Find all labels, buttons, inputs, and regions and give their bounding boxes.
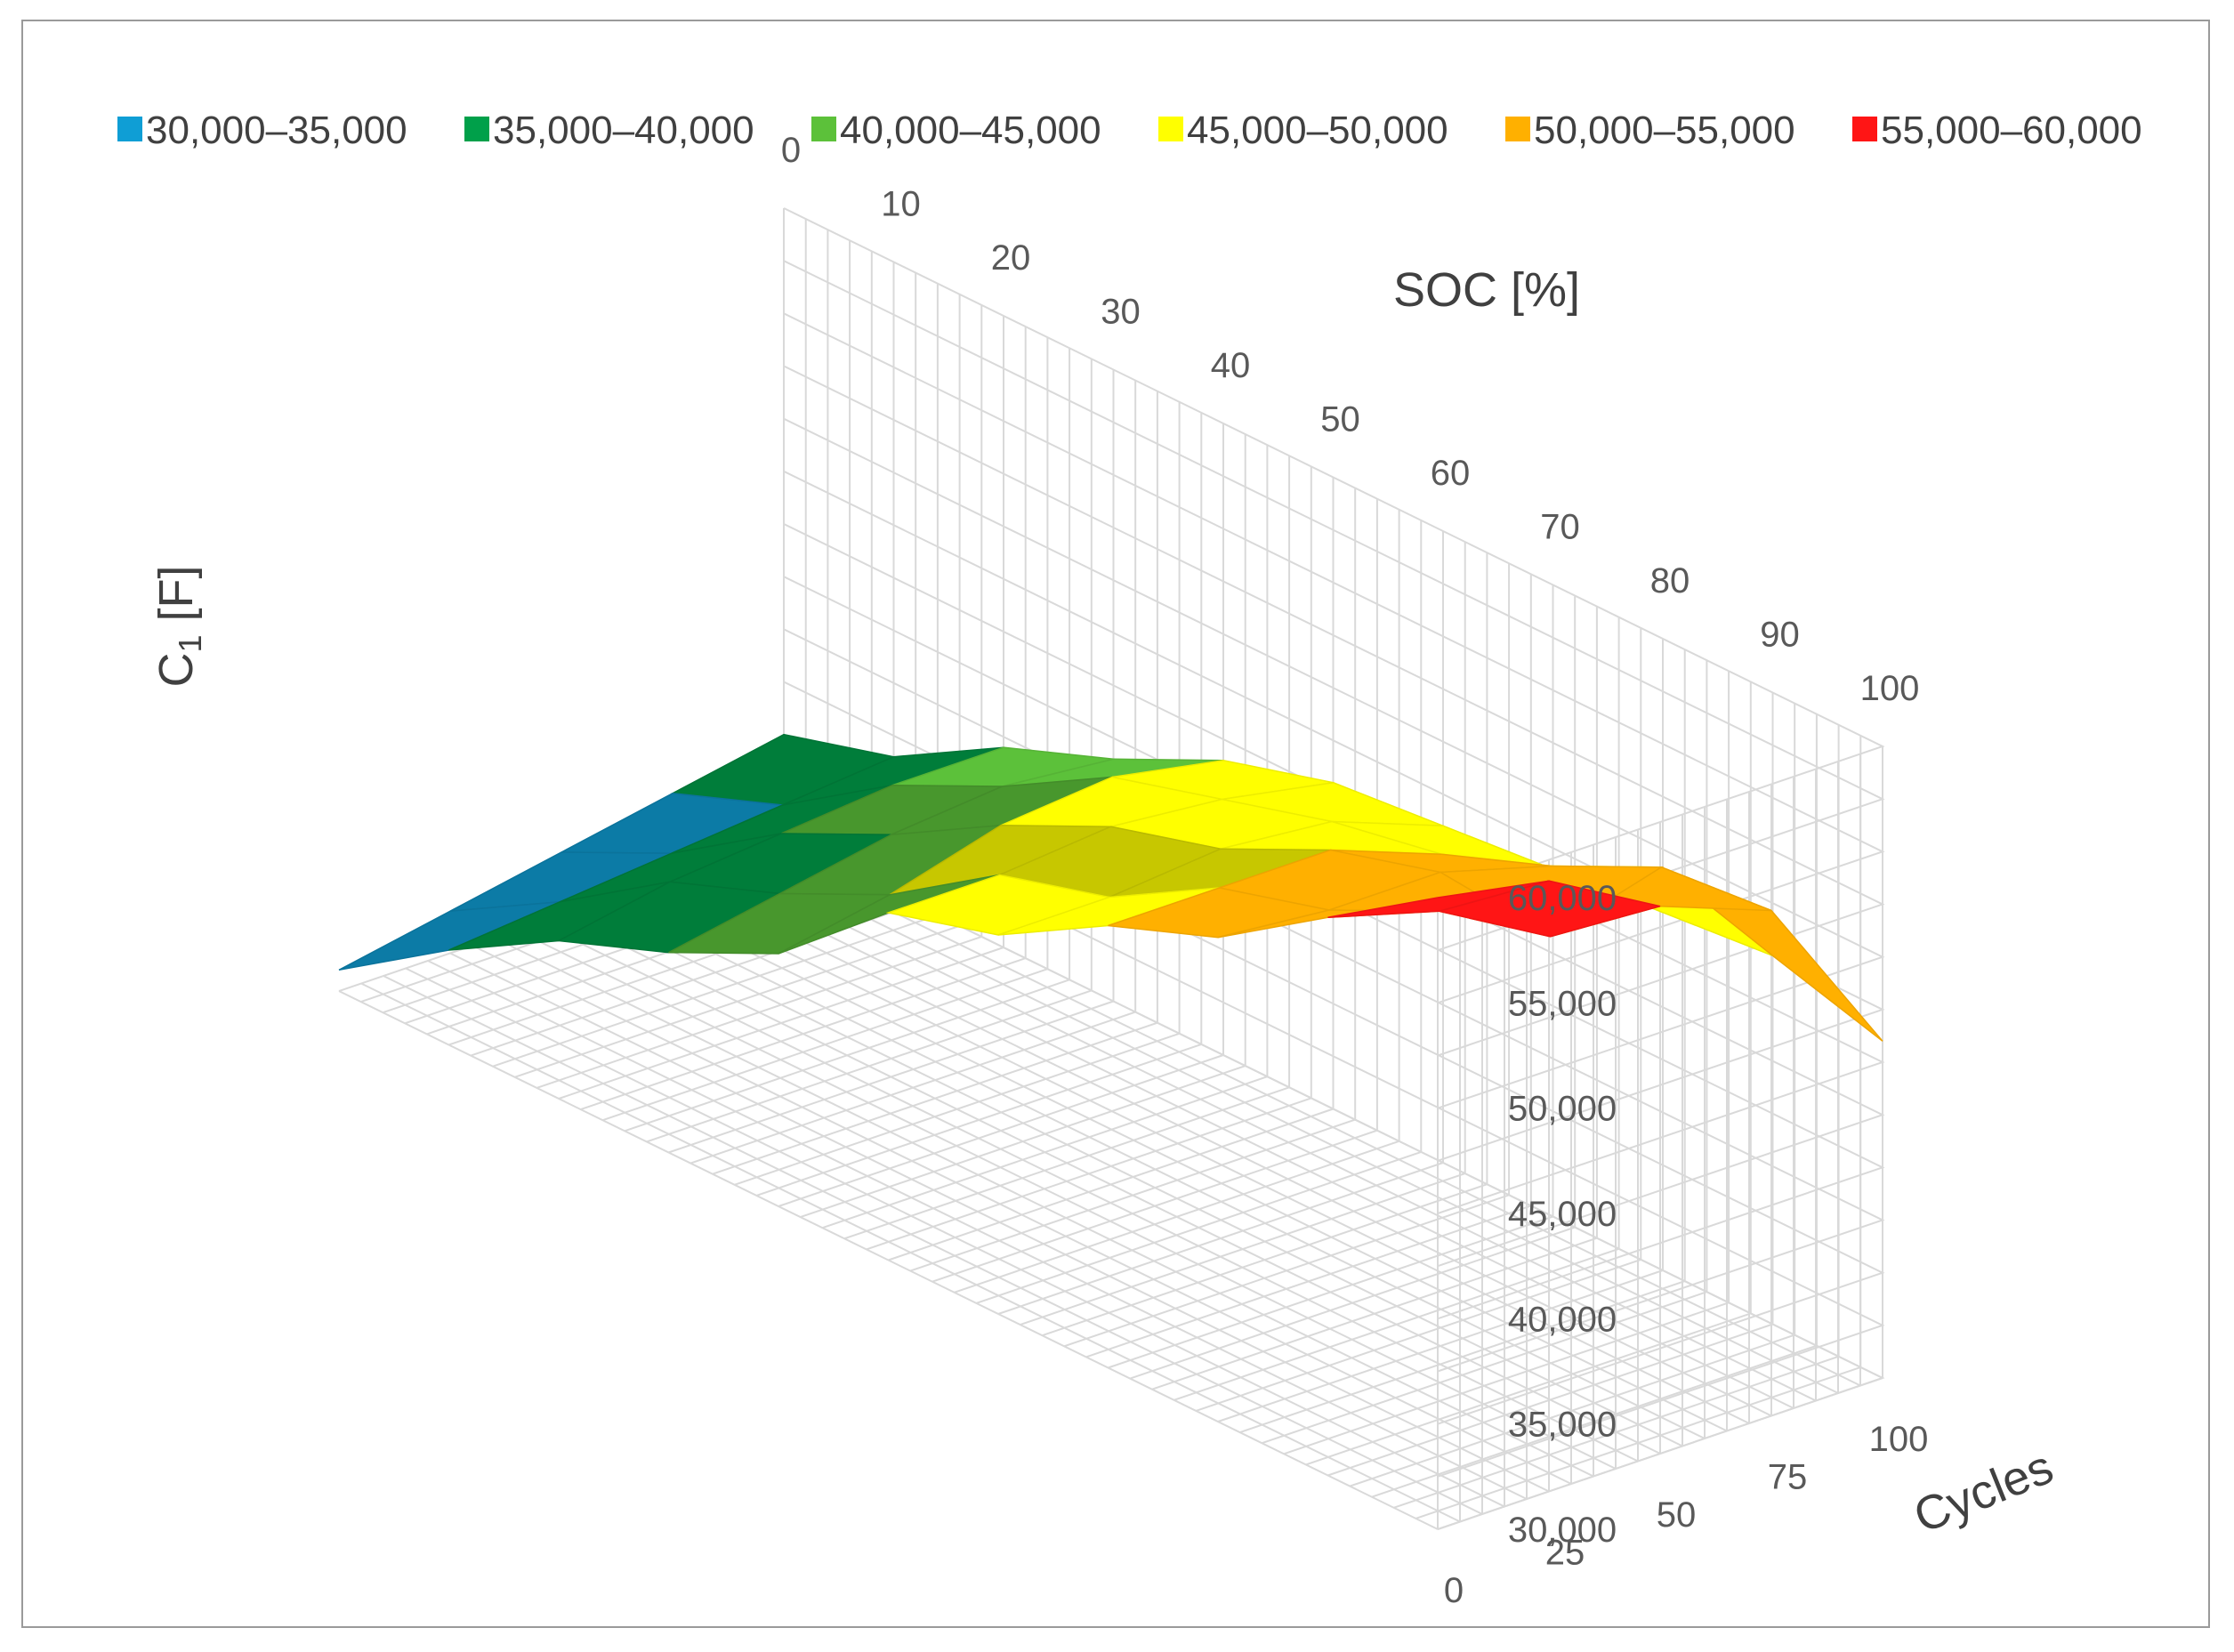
floor-gridline-cycles	[383, 975, 1483, 1515]
floor-gridline-cycles	[516, 930, 1617, 1470]
floor-gridline-cycles	[605, 899, 1706, 1439]
soc-tick-label: 30	[1101, 293, 1141, 332]
legend-label-3: 40,000–45,000	[840, 109, 1101, 152]
floor-gridline-cycles	[783, 839, 1883, 1379]
soc-tick-label: 10	[881, 185, 921, 224]
floor-gridline-cycles	[761, 846, 1861, 1387]
c1-axis-title-unit: [F]	[149, 565, 203, 634]
legend-item-6: 55,000–60,000	[1852, 109, 2142, 152]
legend-item-4: 45,000–50,000	[1158, 109, 1448, 152]
floor-gridline-cycles	[627, 891, 1728, 1432]
cycles-tick-label: 75	[1768, 1458, 1808, 1497]
legend-swatch-1	[117, 117, 142, 141]
c1-tick-label: 45,000	[1508, 1195, 1617, 1234]
c1-axis-title: C1 [F]	[149, 565, 208, 687]
floor-gridline-cycles	[360, 982, 1461, 1523]
floor-gridline-cycles	[449, 952, 1550, 1493]
surface-plot	[338, 733, 1883, 1042]
floor-gridline-cycles	[494, 937, 1594, 1478]
floor-gridline-cycles	[672, 876, 1772, 1417]
soc-tick-label: 50	[1320, 400, 1360, 439]
soc-tick-label: 100	[1860, 669, 1920, 708]
legend-label-4: 45,000–50,000	[1187, 109, 1448, 152]
chart-frame: 30,000–35,000 35,000–40,000 40,000–45,00…	[21, 20, 2210, 1628]
axis-ticks: 0 10 20 30 40 50 60 70 80 90 100 0 25 50 75 100 30,000 35…	[781, 131, 1929, 1610]
legend-label-1: 30,000–35,000	[146, 109, 407, 152]
chart-walls	[338, 207, 1885, 1530]
cycles-tick-label: 25	[1545, 1534, 1585, 1573]
chart-svg: 30,000–35,000 35,000–40,000 40,000–45,00…	[117, 109, 2142, 1610]
legend-item-1: 30,000–35,000	[117, 109, 407, 152]
floor-gridline-cycles	[538, 922, 1639, 1463]
floor-gridline-cycles	[472, 945, 1572, 1485]
soc-tick-label: 60	[1431, 454, 1471, 493]
c1-tick-label: 35,000	[1508, 1406, 1617, 1445]
c1-axis-title-main: C	[149, 653, 203, 688]
floor-gridline-cycles	[738, 854, 1839, 1394]
c1-tick-label: 60,000	[1508, 879, 1617, 918]
legend-label-5: 50,000–55,000	[1534, 109, 1795, 152]
cycles-tick-label: 0	[1444, 1571, 1464, 1610]
floor-gridline-cycles	[649, 884, 1750, 1424]
cycles-axis-title: Cycles	[1907, 1440, 2061, 1543]
legend-item-3: 40,000–45,000	[811, 109, 1101, 152]
legend-swatch-6	[1852, 117, 1877, 141]
floor-gridline-cycles	[427, 960, 1528, 1500]
soc-tick-label: 40	[1211, 346, 1251, 385]
c1-tick-label: 50,000	[1508, 1090, 1617, 1129]
floor-gridline-cycles	[694, 869, 1794, 1409]
floor-gridline-cycles	[561, 915, 1661, 1455]
c1-tick-label: 55,000	[1508, 984, 1617, 1023]
legend-swatch-4	[1158, 117, 1183, 141]
legend-swatch-3	[811, 117, 836, 141]
legend-swatch-5	[1505, 117, 1530, 141]
soc-axis-title: SOC [%]	[1393, 263, 1580, 317]
c1-tick-label: 40,000	[1508, 1300, 1617, 1339]
cycles-tick-label: 100	[1869, 1420, 1929, 1459]
c1-tick-label: 30,000	[1508, 1511, 1617, 1550]
legend-label-6: 55,000–60,000	[1881, 109, 2142, 152]
soc-tick-label: 20	[991, 238, 1031, 278]
legend-label-2: 35,000–40,000	[493, 109, 754, 152]
legend-item-2: 35,000–40,000	[464, 109, 754, 152]
legend: 30,000–35,000 35,000–40,000 40,000–45,00…	[117, 109, 2142, 152]
legend-item-5: 50,000–55,000	[1505, 109, 1795, 152]
floor-gridline-cycles	[338, 990, 1439, 1530]
soc-tick-label: 80	[1650, 561, 1690, 600]
soc-tick-label: 90	[1760, 616, 1800, 655]
floor-gridline-cycles	[405, 967, 1505, 1508]
surface-cell	[1327, 880, 1550, 919]
cycles-tick-label: 50	[1657, 1495, 1697, 1535]
legend-swatch-2	[464, 117, 489, 141]
c1-axis-title-subscript: 1	[172, 634, 208, 652]
floor-gridline-cycles	[583, 907, 1683, 1447]
floor-gridline-cycles	[716, 861, 1817, 1402]
soc-tick-label: 70	[1540, 508, 1580, 547]
soc-tick-label: 0	[781, 131, 801, 170]
